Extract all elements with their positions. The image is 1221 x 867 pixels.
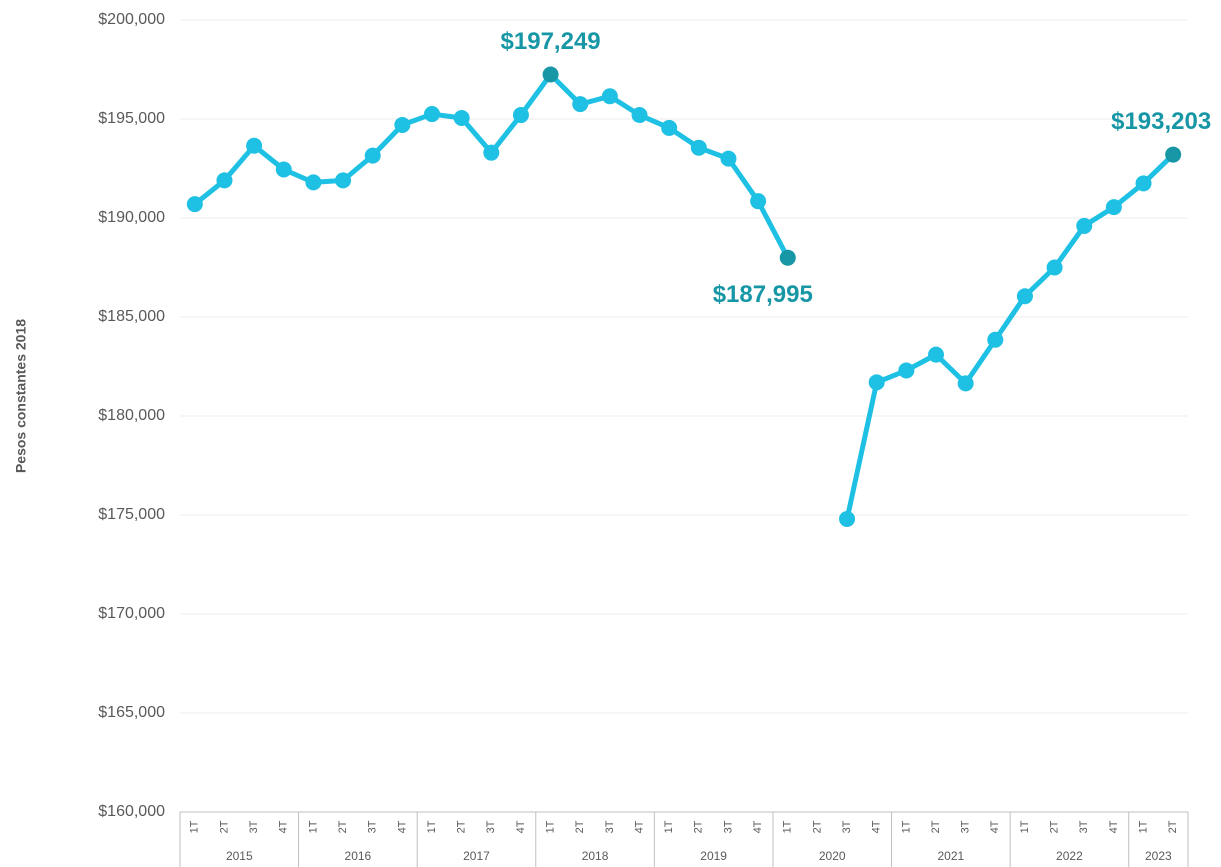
point <box>453 110 470 127</box>
x-tick-label: 3T <box>367 820 379 833</box>
point <box>750 193 767 210</box>
x-tick-label: 1T <box>1019 820 1031 833</box>
x-tick-label: 1T <box>782 820 794 833</box>
group-label: 2015 <box>226 849 253 863</box>
x-tick-label: 2T <box>456 820 468 833</box>
point <box>512 107 529 124</box>
point <box>957 375 974 392</box>
group-label: 2017 <box>463 849 490 863</box>
group-label: 2019 <box>700 849 727 863</box>
y-tick-label: $195,000 <box>98 110 165 127</box>
point <box>394 116 411 133</box>
point <box>868 374 885 391</box>
x-tick-label: 4T <box>278 820 290 833</box>
point <box>424 106 440 123</box>
x-tick-label: 4T <box>752 820 764 833</box>
x-tick-label: 2T <box>1167 820 1179 833</box>
x-tick-label: 4T <box>1108 820 1120 833</box>
point <box>1105 199 1122 216</box>
point <box>305 174 322 191</box>
x-tick-label: 2T <box>1048 820 1060 833</box>
point <box>839 510 856 527</box>
group-label: 2018 <box>582 849 609 863</box>
group-label: 2021 <box>937 849 964 863</box>
x-tick-label: 3T <box>604 820 616 833</box>
x-tick-label: 2T <box>811 820 823 833</box>
point <box>186 196 203 213</box>
point <box>661 119 678 136</box>
x-tick-label: 2T <box>218 820 230 833</box>
x-tick-label: 2T <box>337 820 349 833</box>
x-tick-label: 4T <box>989 820 1001 833</box>
group-label: 2016 <box>345 849 372 863</box>
point <box>1165 146 1182 163</box>
y-tick-label: $170,000 <box>98 605 165 622</box>
x-tick-label: 3T <box>841 820 853 833</box>
point <box>928 346 944 363</box>
point <box>542 66 559 83</box>
point <box>246 137 263 154</box>
x-tick-label: 1T <box>663 820 675 833</box>
point <box>779 249 796 266</box>
y-tick-label: $160,000 <box>98 803 165 820</box>
x-tick-label: 1T <box>189 820 201 833</box>
group-label: 2023 <box>1145 849 1172 863</box>
x-tick-label: 1T <box>1137 820 1149 833</box>
point <box>1135 175 1152 192</box>
y-tick-label: $185,000 <box>98 308 165 325</box>
point <box>275 161 292 178</box>
y-axis-label: Pesos constantes 2018 <box>13 319 29 473</box>
point <box>690 139 707 156</box>
point <box>1016 288 1033 305</box>
point <box>987 331 1004 348</box>
x-tick-label: 3T <box>485 820 497 833</box>
point <box>1076 217 1093 234</box>
point <box>483 144 500 161</box>
x-tick-label: 2T <box>574 820 586 833</box>
data-label: $197,249 <box>501 28 601 55</box>
x-tick-label: 3T <box>722 820 734 833</box>
x-tick-label: 4T <box>515 820 527 833</box>
y-tick-label: $165,000 <box>98 704 165 721</box>
x-tick-label: 3T <box>248 820 260 833</box>
point <box>364 147 381 164</box>
x-tick-label: 1T <box>900 820 912 833</box>
data-label: $187,995 <box>713 281 813 308</box>
group-label: 2022 <box>1056 849 1083 863</box>
x-tick-label: 3T <box>1078 820 1090 833</box>
y-tick-label: $190,000 <box>98 209 165 226</box>
group-label: 2020 <box>819 849 846 863</box>
x-tick-label: 4T <box>633 820 645 833</box>
x-tick-label: 2T <box>693 820 705 833</box>
point <box>335 172 352 189</box>
x-tick-label: 3T <box>960 820 972 833</box>
point <box>631 107 648 124</box>
x-tick-label: 1T <box>426 820 438 833</box>
y-tick-label: $180,000 <box>98 407 165 424</box>
point <box>898 362 915 379</box>
point <box>572 96 589 113</box>
point <box>1046 259 1063 276</box>
y-tick-label: $200,000 <box>98 11 165 28</box>
y-tick-label: $175,000 <box>98 506 165 523</box>
x-tick-label: 4T <box>871 820 883 833</box>
x-tick-label: 1T <box>544 820 556 833</box>
data-label: $193,203 <box>1111 108 1211 135</box>
x-tick-label: 2T <box>930 820 942 833</box>
point <box>601 88 618 105</box>
point <box>216 172 233 189</box>
x-tick-label: 4T <box>396 820 408 833</box>
x-tick-label: 1T <box>307 820 319 833</box>
point <box>720 150 737 167</box>
